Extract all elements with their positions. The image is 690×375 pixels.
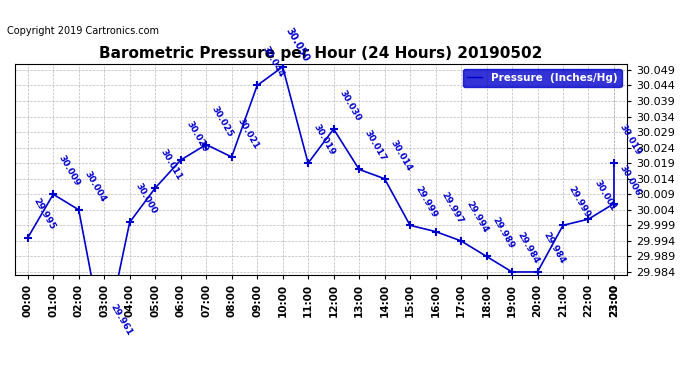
Text: 29.989: 29.989 <box>491 215 515 250</box>
Text: 30.014: 30.014 <box>388 138 413 172</box>
Text: 30.019: 30.019 <box>312 123 337 157</box>
Text: 30.019: 30.019 <box>618 123 643 157</box>
Title: Barometric Pressure per Hour (24 Hours) 20190502: Barometric Pressure per Hour (24 Hours) … <box>99 46 542 61</box>
Text: 29.984: 29.984 <box>516 231 541 266</box>
Text: 29.961: 29.961 <box>108 303 133 337</box>
Text: 30.050: 30.050 <box>284 26 311 64</box>
Text: 30.021: 30.021 <box>235 117 260 151</box>
Text: 29.999: 29.999 <box>566 184 592 219</box>
Text: 29.995: 29.995 <box>32 197 57 231</box>
Text: 29.999: 29.999 <box>414 184 440 219</box>
Text: Copyright 2019 Cartronics.com: Copyright 2019 Cartronics.com <box>7 26 159 36</box>
Text: 30.004: 30.004 <box>83 170 108 204</box>
Text: 29.997: 29.997 <box>440 190 465 225</box>
Text: 30.030: 30.030 <box>337 88 362 123</box>
Text: 30.020: 30.020 <box>184 120 210 154</box>
Text: 29.984: 29.984 <box>542 231 566 266</box>
Text: 29.994: 29.994 <box>465 200 490 235</box>
Text: 30.000: 30.000 <box>134 182 159 216</box>
Text: 30.006: 30.006 <box>618 163 642 197</box>
Text: 30.044: 30.044 <box>261 45 286 79</box>
Text: 30.001: 30.001 <box>592 179 618 213</box>
Legend: Pressure  (Inches/Hg): Pressure (Inches/Hg) <box>462 69 622 87</box>
Text: 30.025: 30.025 <box>210 104 235 138</box>
Text: 30.009: 30.009 <box>57 154 82 188</box>
Text: 30.011: 30.011 <box>159 147 184 182</box>
Text: 30.017: 30.017 <box>363 129 388 163</box>
